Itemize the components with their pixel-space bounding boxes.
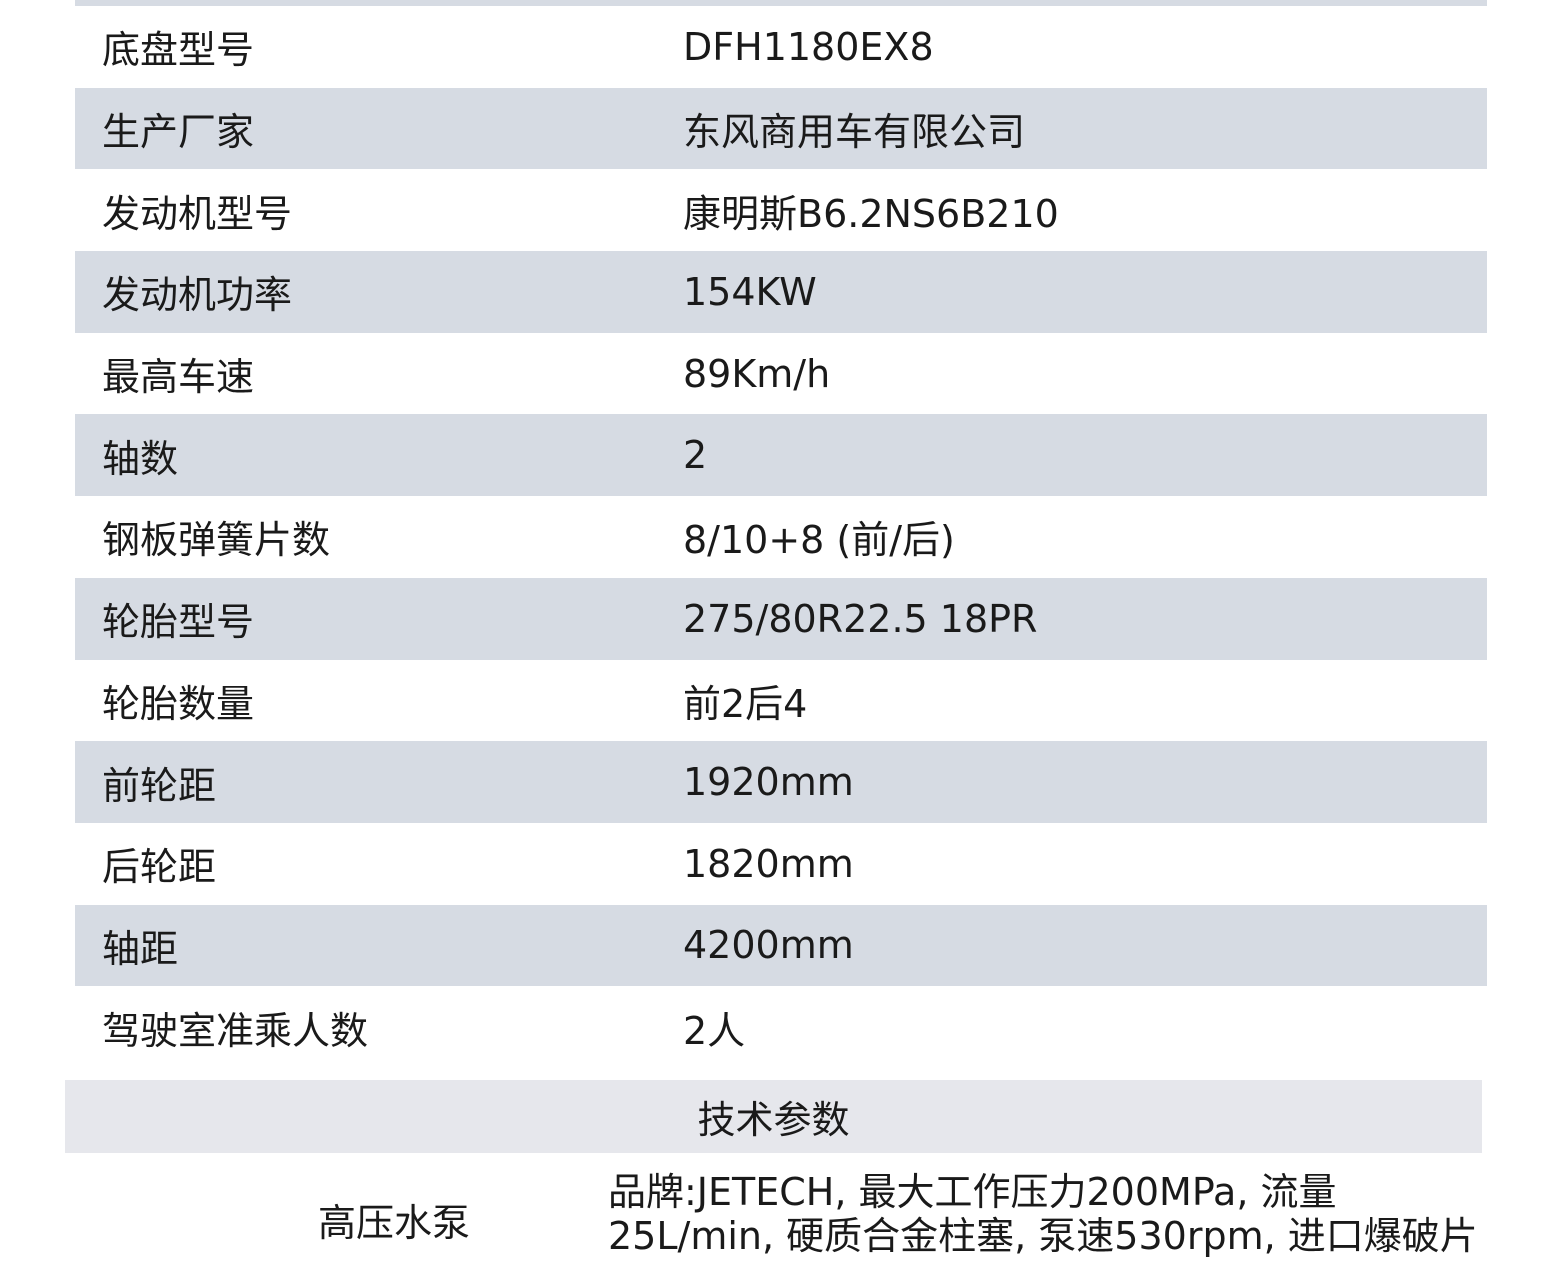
table-row: 发动机型号 康明斯B6.2NS6B210 (75, 169, 1487, 251)
spec-value: 275/80R22.5 18PR (683, 596, 1038, 641)
spec-value: 2人 (683, 1008, 746, 1053)
spec-value: 康明斯B6.2NS6B210 (683, 191, 1059, 236)
spec-value: 154KW (683, 269, 817, 314)
spec-value: 89Km/h (683, 351, 831, 396)
spec-label: 驾驶室准乘人数 (102, 1008, 369, 1053)
spec-label: 底盘型号 (102, 28, 255, 73)
section-title: 技术参数 (697, 1098, 850, 1142)
spec-label: 前轮距 (102, 763, 217, 808)
table-row: 钢板弹簧片数 8/10+8 (前/后) (75, 496, 1487, 578)
table-row: 最高车速 89Km/h (75, 333, 1487, 415)
table-row: 轮胎数量 前2后4 (75, 660, 1487, 742)
spec-value: 2 (683, 433, 708, 478)
spec-value: 8/10+8 (前/后) (683, 518, 955, 563)
spec-label: 轮胎型号 (102, 600, 255, 645)
table-row: 生产厂家 东风商用车有限公司 (75, 87, 1487, 170)
spec-value: 1920mm (683, 760, 854, 805)
table-row: 发动机功率 154KW (75, 251, 1487, 333)
table-row: 底盘型号 DFH1180EX8 (75, 6, 1487, 88)
spec-label: 生产厂家 (102, 110, 255, 155)
tech-param-label: 高压水泵 (318, 1201, 471, 1245)
table-row: 前轮距 1920mm (75, 741, 1487, 823)
spec-value: 4200mm (683, 923, 854, 968)
spec-label: 最高车速 (102, 355, 255, 400)
table-row: 驾驶室准乘人数 2人 (75, 986, 1487, 1068)
spec-label: 轴距 (102, 926, 179, 971)
table-top-strip (75, 0, 1487, 6)
spec-label: 发动机型号 (102, 191, 293, 236)
spec-value: 东风商用车有限公司 (683, 110, 1026, 155)
table-row: 轴数 2 (75, 414, 1487, 497)
spec-label: 发动机功率 (102, 273, 293, 318)
table-row: 后轮距 1820mm (75, 823, 1487, 905)
spec-label: 轮胎数量 (102, 681, 255, 726)
spec-table: 底盘型号 DFH1180EX8 生产厂家 东风商用车有限公司发动机型号 康明斯B6.2N… (75, 6, 1487, 1068)
tech-param-value: 品牌:JETECH, 最大工作压力200MPa, 流量25L/min, 硬质合金… (608, 1170, 1478, 1258)
tech-params-header: 技术参数 (65, 1080, 1482, 1153)
spec-label: 钢板弹簧片数 (102, 518, 331, 563)
spec-label: 轴数 (102, 436, 179, 481)
spec-value: DFH1180EX8 (683, 24, 934, 69)
spec-label: 后轮距 (102, 845, 217, 890)
table-row: 轮胎型号 275/80R22.5 18PR (75, 577, 1487, 660)
spec-value: 前2后4 (683, 681, 808, 726)
table-row: 轴距 4200mm (75, 904, 1487, 987)
spec-value: 1820mm (683, 841, 854, 886)
